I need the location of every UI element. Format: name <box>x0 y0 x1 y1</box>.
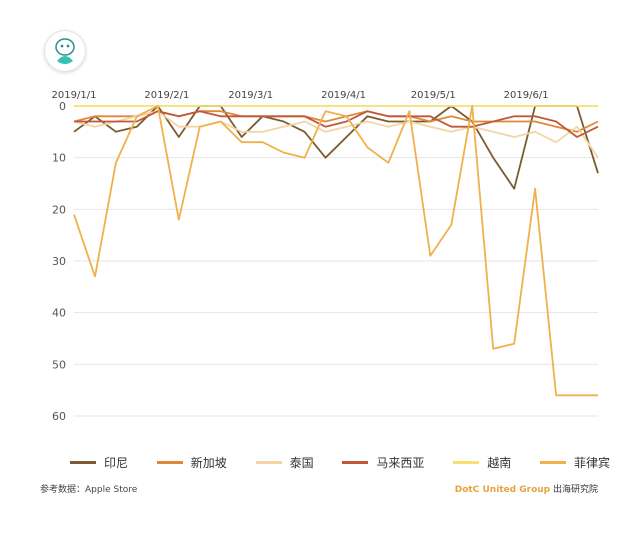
legend-swatch <box>156 460 183 464</box>
y-tick-label: 10 <box>52 152 66 165</box>
legend-label: 马来西亚 <box>376 455 425 470</box>
legend-item-vietnam: 越南 <box>453 454 511 471</box>
y-tick-label: 60 <box>52 410 66 423</box>
org-name: 出海研究院 <box>550 485 598 495</box>
x-tick-label: 2019/3/1 <box>228 90 273 101</box>
grid-layer <box>74 105 598 417</box>
legend-swatch <box>70 460 96 464</box>
legend-item-malaysia: 马来西亚 <box>342 454 424 471</box>
y-tick-label: 0 <box>59 100 66 113</box>
legend-item-singapore: 新加坡 <box>156 454 227 471</box>
x-tick-label: 2019/4/1 <box>321 90 366 101</box>
legend-item-philippines: 菲律宾 <box>539 454 610 471</box>
legend-swatch <box>453 460 480 464</box>
brand-name: DotC United Group <box>454 485 551 495</box>
x-tick-label: 2019/2/1 <box>144 90 189 101</box>
legend-item-indonesia: 印尼 <box>70 454 128 471</box>
series-line <box>73 105 598 397</box>
y-tick-label: 50 <box>52 358 66 371</box>
y-tick-label: 30 <box>52 255 66 268</box>
y-tick-label: 40 <box>52 307 66 320</box>
x-tick-label: 2019/6/1 <box>504 90 549 101</box>
legend-item-thailand: 泰国 <box>255 454 314 471</box>
credit: DotC United Group 出海研究院 <box>455 482 598 495</box>
y-axis: 0 10 20 30 40 50 60 <box>52 100 66 423</box>
legend-label: 印尼 <box>104 455 129 470</box>
legend: 印尼 新加坡 泰国 马来西亚 越南 菲律宾 <box>70 452 610 472</box>
series-line <box>73 110 599 159</box>
series-layer <box>73 105 599 397</box>
legend-label: 新加坡 <box>190 455 227 470</box>
legend-swatch <box>255 460 282 464</box>
legend-label: 泰国 <box>289 455 314 470</box>
x-tick-label: 2019/5/1 <box>411 90 456 101</box>
x-axis: 2019/1/1 2019/2/1 2019/3/1 2019/4/1 2019/5/1… <box>52 90 549 101</box>
x-tick-label: 2019/1/1 <box>52 90 97 101</box>
legend-swatch <box>539 460 566 464</box>
y-tick-label: 20 <box>52 203 66 216</box>
legend-swatch <box>342 460 369 464</box>
mascot-logo-icon <box>44 30 86 72</box>
legend-label: 越南 <box>487 455 512 470</box>
series-line <box>74 110 599 138</box>
source-note: 参考数据：Apple Store <box>40 485 138 495</box>
legend-label: 菲律宾 <box>573 455 610 470</box>
